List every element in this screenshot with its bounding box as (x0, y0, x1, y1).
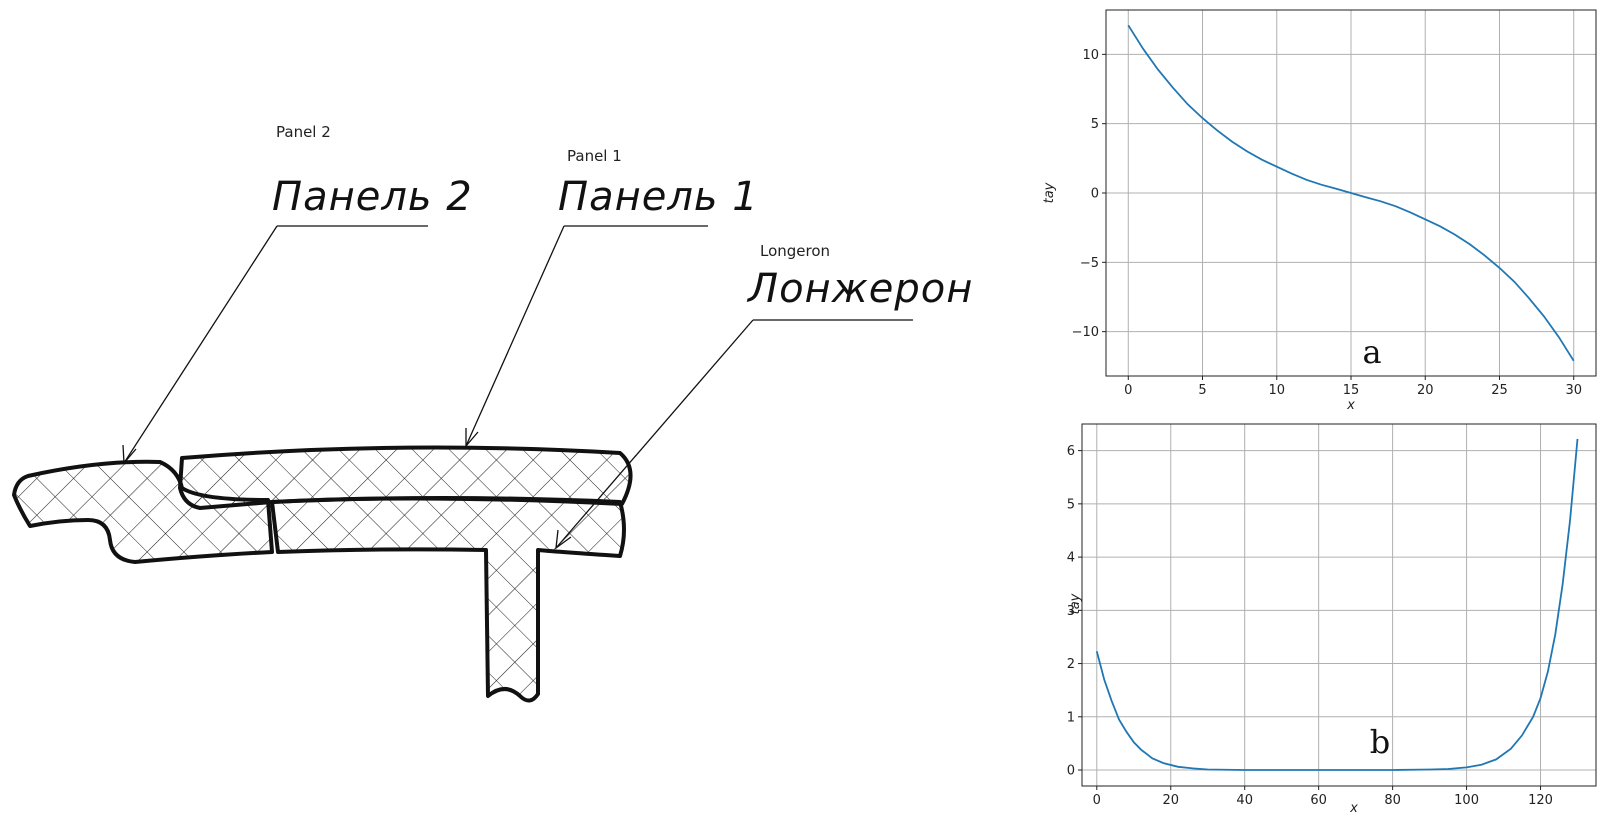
chart-a-x-ticks: 0 5 10 15 20 25 30 (1124, 376, 1582, 398)
chart-b-ytick-label-3: 3 (1067, 604, 1075, 619)
chart-b-ytick-label-5: 5 (1067, 497, 1075, 512)
chart-a-panel-label: a (1362, 333, 1381, 371)
panel-1-label-ru: Панель 1 (558, 174, 759, 220)
chart-a-series (1127, 24, 1575, 362)
panel-2-label-ru: Панель 2 (272, 174, 473, 220)
chart-a-ytick-label-0: 10 (1082, 48, 1099, 63)
chart-b-xtick-label-1: 20 (1162, 793, 1179, 808)
chart-a-ytick-label-1: 5 (1091, 117, 1099, 132)
chart-a-xtick-label-5: 25 (1491, 383, 1508, 398)
chart-a-line (1127, 24, 1575, 362)
panel-2-leader (122, 225, 428, 465)
chart-a-xtick-label-2: 10 (1268, 383, 1285, 398)
panel-2-shape (12, 459, 274, 564)
chart-b-ytick-label-0: 0 (1067, 764, 1075, 779)
chart-a-ytick-label-4: −10 (1072, 325, 1099, 340)
chart-b-xtick-label-3: 60 (1310, 793, 1327, 808)
panel-2-label-en: Panel 2 (276, 123, 331, 141)
chart-a-xtick-label-0: 0 (1124, 383, 1132, 398)
chart-a-frame (1105, 9, 1597, 377)
chart-b-ytick-label-6: 6 (1067, 444, 1075, 459)
chart-a-ytick-label-3: −5 (1080, 256, 1099, 271)
chart-a-ylabel: tay (1042, 182, 1057, 203)
longeron-label-en: Longeron (760, 242, 830, 260)
chart-b-x-ticks: 0 20 40 60 80 100 120 (1093, 786, 1553, 808)
chart-b-series (1095, 438, 1579, 771)
chart-b-ytick-label-2: 2 (1067, 657, 1075, 672)
chart-b-xtick-label-2: 40 (1236, 793, 1253, 808)
panel-1-shape (178, 445, 633, 510)
chart-b-panel-label: b (1370, 723, 1390, 761)
chart-a-y-ticks: 10 5 0 −5 −10 (1072, 48, 1106, 340)
chart-a-xtick-label-3: 15 (1343, 383, 1360, 398)
chart-b-ytick-label-4: 4 (1067, 551, 1075, 566)
chart-b-frame (1081, 423, 1597, 787)
chart-a-xlabel: x (1346, 398, 1355, 413)
chart-b-xlabel: x (1349, 801, 1358, 814)
chart-b-xtick-label-6: 120 (1528, 793, 1553, 808)
panel-1-label-en: Panel 1 (567, 147, 622, 165)
chart-a-xtick-label-1: 5 (1198, 383, 1206, 398)
chart-a: 0 5 10 15 20 25 30 10 5 0 −5 −10 a x tay (1042, 9, 1597, 413)
chart-b-xtick-label-5: 100 (1454, 793, 1479, 808)
cross-section-diagram: Panel 2 Панель 2 Panel 1 Панель 1 Longer… (12, 123, 973, 703)
longeron-label-ru: Лонжерон (746, 266, 973, 312)
chart-b-ylabel: tay (1068, 593, 1083, 614)
chart-b: 0 20 40 60 80 100 120 0 1 2 3 4 5 6 b x tay (1067, 423, 1597, 814)
chart-b-xtick-label-4: 80 (1384, 793, 1401, 808)
longeron-leader (555, 319, 913, 550)
chart-b-line (1095, 438, 1579, 771)
chart-a-ytick-label-2: 0 (1091, 187, 1099, 202)
chart-b-ytick-label-1: 1 (1067, 710, 1075, 725)
chart-a-xtick-label-4: 20 (1417, 383, 1434, 398)
chart-a-xtick-label-6: 30 (1565, 383, 1582, 398)
chart-b-grid (1082, 424, 1596, 786)
chart-b-y-ticks: 0 1 2 3 4 5 6 (1067, 444, 1082, 779)
longeron-shape (270, 496, 626, 703)
panel-1-leader (465, 225, 708, 448)
chart-b-xtick-label-0: 0 (1093, 793, 1101, 808)
